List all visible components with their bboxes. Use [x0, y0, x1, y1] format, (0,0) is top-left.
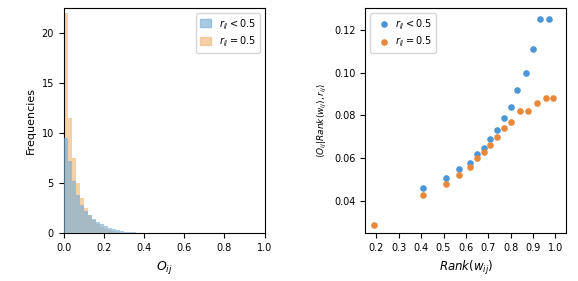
$r_{ij} = 0.5$ — [466, 165, 475, 169]
$r_{ij} = 0.5$ — [542, 96, 551, 101]
$r_{ij} < 0.5$ — [466, 160, 475, 165]
$r_{ij} < 0.5$ — [479, 145, 488, 150]
Y-axis label: Frequencies: Frequencies — [26, 87, 36, 154]
Bar — [128, 232, 132, 233]
X-axis label: $Rank(w_{ij})$: $Rank(w_{ij})$ — [439, 259, 493, 277]
Bar — [116, 232, 120, 233]
Bar — [72, 181, 76, 233]
Bar — [120, 231, 124, 233]
Bar — [64, 138, 68, 233]
$r_{ij} < 0.5$ — [513, 88, 522, 92]
$r_{ij} = 0.5$ — [515, 109, 524, 114]
$r_{ij} = 0.5$ — [533, 100, 542, 105]
Bar — [124, 232, 128, 233]
$r_{ij} < 0.5$ — [472, 152, 481, 156]
Legend: $r_{ij} < 0.5$, $r_{ij} = 0.5$: $r_{ij} < 0.5$, $r_{ij} = 0.5$ — [196, 13, 260, 53]
Bar — [76, 195, 80, 233]
$r_{ij} = 0.5$ — [499, 126, 509, 131]
$r_{ij} = 0.5$ — [486, 143, 495, 148]
Bar — [72, 158, 76, 233]
$r_{ij} = 0.5$ — [549, 96, 558, 101]
$r_{ij} < 0.5$ — [528, 47, 538, 51]
$r_{ij} < 0.5$ — [419, 186, 428, 191]
Bar — [80, 198, 84, 233]
Bar — [104, 229, 108, 233]
$r_{ij} < 0.5$ — [544, 17, 553, 21]
$r_{ij} = 0.5$ — [454, 173, 464, 178]
Bar — [132, 232, 136, 233]
Bar — [84, 211, 88, 233]
Bar — [100, 227, 104, 233]
$r_{ij} = 0.5$ — [479, 149, 488, 154]
$r_{ij} = 0.5$ — [472, 156, 481, 160]
$r_{ij} = 0.5$ — [419, 192, 428, 197]
Bar — [96, 222, 100, 233]
$r_{ij} < 0.5$ — [486, 137, 495, 141]
$r_{ij} < 0.5$ — [499, 115, 509, 120]
$r_{ij} = 0.5$ — [524, 109, 533, 114]
Bar — [88, 215, 92, 233]
$r_{ij} = 0.5$ — [369, 223, 379, 227]
$r_{ij} = 0.5$ — [441, 182, 450, 186]
Bar — [64, 13, 68, 233]
Bar — [112, 229, 116, 233]
Y-axis label: $\langle O_{ij}|Rank(w_{ij}), r_{ij}\rangle$: $\langle O_{ij}|Rank(w_{ij}), r_{ij}\ran… — [316, 83, 328, 158]
Bar — [84, 208, 88, 233]
X-axis label: $O_{ij}$: $O_{ij}$ — [156, 259, 172, 275]
$r_{ij} = 0.5$ — [506, 120, 515, 124]
Bar — [96, 224, 100, 233]
Bar — [80, 205, 84, 233]
$r_{ij} < 0.5$ — [535, 17, 544, 21]
Bar — [112, 231, 116, 233]
Bar — [76, 183, 80, 233]
Legend: $r_{ij} < 0.5$, $r_{ij} = 0.5$: $r_{ij} < 0.5$, $r_{ij} = 0.5$ — [370, 13, 436, 53]
Bar — [92, 219, 96, 233]
Bar — [92, 220, 96, 233]
Bar — [88, 215, 92, 233]
Bar — [104, 226, 108, 233]
Bar — [108, 228, 112, 233]
Bar — [68, 161, 72, 233]
$r_{ij} = 0.5$ — [492, 135, 502, 139]
$r_{ij} < 0.5$ — [441, 175, 450, 180]
Bar — [116, 230, 120, 233]
Bar — [108, 230, 112, 233]
Bar — [68, 118, 72, 233]
$r_{ij} < 0.5$ — [506, 105, 515, 109]
Bar — [100, 224, 104, 233]
$r_{ij} < 0.5$ — [521, 71, 531, 75]
$r_{ij} < 0.5$ — [454, 167, 464, 171]
$r_{ij} < 0.5$ — [492, 128, 502, 133]
